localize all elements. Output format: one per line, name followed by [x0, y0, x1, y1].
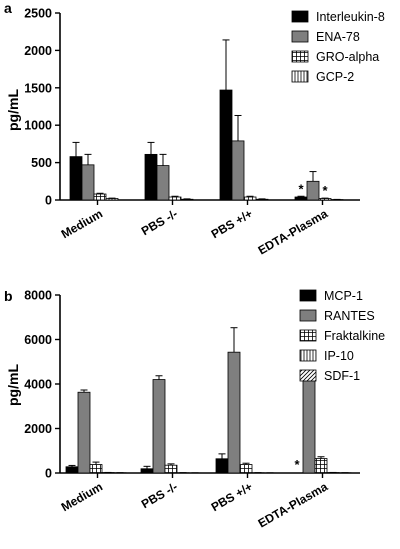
bar: [144, 153, 158, 201]
y-axis-label-a: pg/mL: [5, 89, 21, 131]
x-tick-label: EDTA-Plasma: [256, 479, 331, 530]
y-tick-label: 2000: [24, 422, 52, 436]
y-tick-label: 4000: [24, 378, 52, 392]
legend-swatch: [299, 369, 317, 382]
chart-panel-b: b pg/mL 0 2000 4000 6000 8000 Medium PBS -/- PB…: [4, 288, 385, 531]
legend-label: IP-10: [324, 349, 354, 363]
x-tick-label: PBS +/+: [209, 206, 255, 241]
plot-area-a: 0 500 1000 1500 2000 2500 Medium PBS -/- PBS +/+…: [24, 7, 360, 258]
panel-label-b: b: [4, 288, 13, 304]
bar: [93, 193, 107, 201]
chart-panel-a: a pg/mL 0 500 1000 1500 2000 2500 Medium PBS -/…: [4, 0, 385, 258]
bar: [89, 464, 103, 474]
legend-label: ENA-78: [316, 30, 360, 44]
x-tick-label: Medium: [59, 479, 105, 514]
y-tick-label: 2500: [24, 7, 52, 21]
legend-swatch: [299, 309, 317, 322]
bar: [156, 165, 170, 201]
legend-swatch: [299, 329, 317, 342]
legend-label: MCP-1: [324, 289, 363, 303]
legend-a: Interleukin-8 ENA-78 GRO-alpha GCP-2: [291, 10, 385, 84]
legend-label: GRO-alpha: [316, 50, 379, 64]
legend-b: MCP-1 RANTES Fraktalkine IP-10 SDF-1: [299, 289, 385, 383]
legend-swatch: [299, 349, 317, 362]
bar: [77, 391, 91, 474]
bar: [306, 180, 320, 201]
x-tick-label: PBS -/-: [139, 206, 180, 238]
bar: [243, 196, 257, 201]
significance-marker: *: [298, 181, 304, 196]
y-tick-label: 1500: [24, 81, 52, 95]
bar: [215, 458, 229, 474]
bar: [231, 140, 245, 201]
bar: [164, 464, 178, 474]
bar: [314, 458, 328, 474]
legend-label: Fraktalkine: [324, 329, 385, 343]
bar: [65, 466, 79, 474]
legend-swatch: [291, 30, 309, 43]
legend-label: RANTES: [324, 309, 375, 323]
bar: [69, 156, 83, 201]
legend-swatch: [291, 50, 309, 63]
bar: [105, 198, 119, 201]
legend-label: Interleukin-8: [316, 10, 385, 24]
y-axis-label-b: pg/mL: [5, 364, 21, 406]
bar: [81, 164, 95, 201]
bar: [318, 198, 332, 201]
bar: [140, 468, 154, 474]
bar: [168, 196, 182, 201]
y-tick-label: 0: [45, 467, 52, 481]
y-tick-label: 500: [31, 156, 52, 170]
bar: [239, 464, 253, 474]
significance-marker: *: [322, 183, 328, 198]
bar: [152, 379, 166, 474]
bar: [219, 89, 233, 201]
y-tick-label: 1000: [24, 119, 52, 133]
y-tick-label: 0: [45, 194, 52, 208]
x-tick-label: Medium: [59, 206, 105, 241]
plot-area-b: 0 2000 4000 6000 8000 Medium PBS -/- PBS +/+ EDT…: [24, 289, 360, 531]
legend-label: SDF-1: [324, 369, 360, 383]
x-tick-label: PBS -/-: [139, 479, 180, 511]
y-tick-label: 8000: [24, 289, 52, 303]
legend-swatch: [291, 10, 309, 23]
y-tick-label: 2000: [24, 44, 52, 58]
bar: [294, 196, 308, 201]
y-tick-label: 6000: [24, 333, 52, 347]
bar: [302, 379, 316, 474]
significance-marker: *: [294, 457, 300, 472]
x-tick-label: EDTA-Plasma: [256, 206, 331, 257]
panel-label-a: a: [4, 0, 12, 16]
legend-swatch: [299, 289, 317, 302]
bar: [227, 351, 241, 474]
legend-swatch: [291, 70, 309, 83]
legend-label: GCP-2: [316, 70, 354, 84]
x-tick-label: PBS +/+: [209, 479, 255, 514]
